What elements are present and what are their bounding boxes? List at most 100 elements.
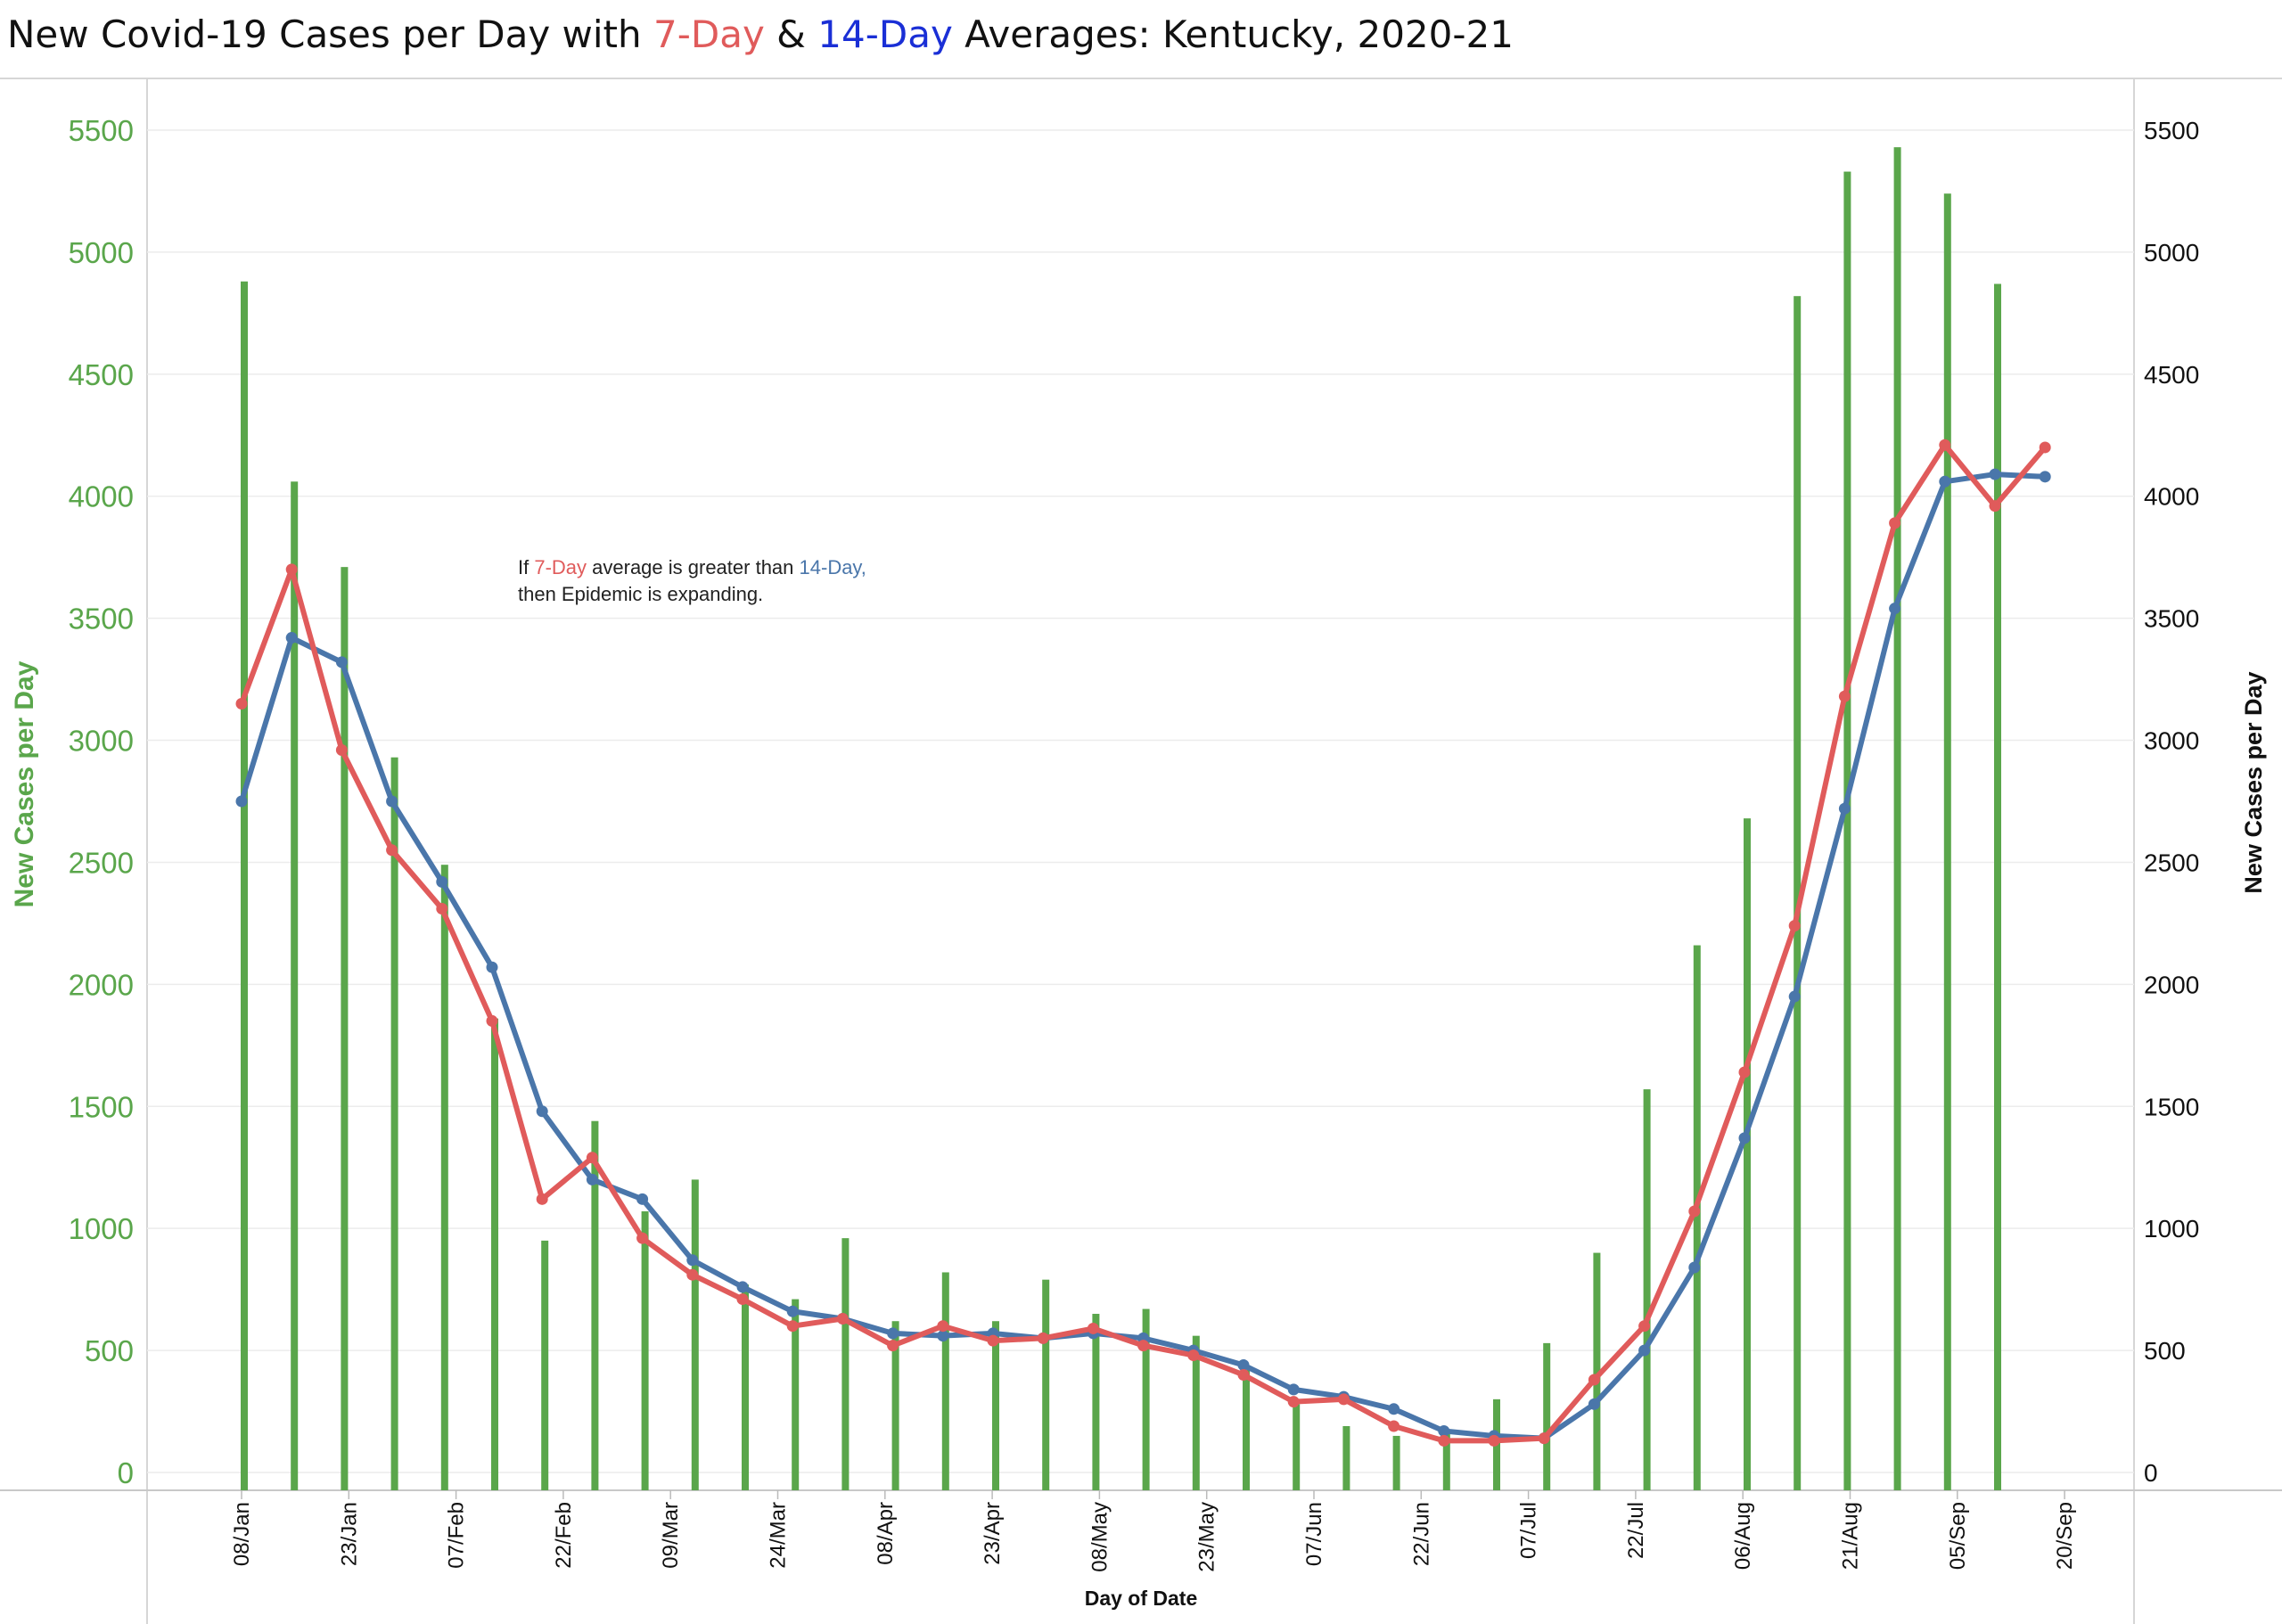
- bar: [792, 1299, 800, 1490]
- bar: [1744, 818, 1751, 1490]
- bar: [1794, 296, 1802, 1491]
- right-tick-label: 4500: [2144, 361, 2199, 389]
- left-tick-label: 3000: [69, 725, 134, 758]
- title-fourteen-day: 14-Day: [817, 12, 953, 56]
- seven-day-point: [1488, 1434, 1500, 1447]
- bar: [390, 757, 398, 1490]
- right-axis-title: New Cases per Day: [2240, 671, 2267, 893]
- seven-day-point: [1889, 517, 1901, 529]
- annotation-line-2: then Epidemic is expanding.: [518, 583, 763, 605]
- bar: [941, 1272, 949, 1490]
- left-tick-label: 0: [118, 1456, 134, 1489]
- seven-day-point: [686, 1268, 699, 1281]
- bar: [1442, 1431, 1450, 1490]
- bar: [1543, 1342, 1551, 1490]
- seven-day-point: [1037, 1332, 1049, 1344]
- left-tick-label: 1500: [69, 1090, 134, 1123]
- x-tick-label: 05/Sep: [1946, 1502, 1970, 1570]
- bar: [1092, 1314, 1100, 1490]
- bar: [541, 1240, 549, 1490]
- fourteen-day-point: [887, 1327, 899, 1340]
- fourteen-day-point: [1788, 990, 1801, 1003]
- bar: [1293, 1404, 1301, 1490]
- bar: [841, 1238, 850, 1490]
- seven-day-point: [586, 1152, 598, 1164]
- x-tick-label: 08/Apr: [874, 1502, 898, 1565]
- seven-day-point: [1187, 1349, 1200, 1362]
- seven-day-point: [1287, 1396, 1300, 1408]
- seven-day-point: [235, 697, 248, 709]
- right-tick-label: 3500: [2144, 605, 2199, 633]
- seven-day-point: [1588, 1374, 1600, 1386]
- fourteen-day-point: [1688, 1261, 1701, 1274]
- right-tick-label: 2000: [2144, 971, 2199, 998]
- x-tick-label: 23/May: [1195, 1502, 1219, 1572]
- left-tick-label: 4500: [69, 358, 134, 391]
- seven-day-point: [536, 1193, 548, 1205]
- x-tick-label: 22/Jul: [1624, 1502, 1648, 1559]
- x-tick-label: 07/Jul: [1517, 1502, 1541, 1559]
- bar: [1042, 1279, 1050, 1490]
- left-tick-label: 3500: [69, 603, 134, 636]
- fourteen-day-point: [1287, 1383, 1300, 1396]
- fourteen-day-point: [636, 1193, 649, 1205]
- seven-day-point: [1538, 1432, 1550, 1445]
- bar: [1243, 1369, 1250, 1490]
- fourteen-day-point: [586, 1173, 598, 1185]
- title-amp: &: [764, 12, 818, 56]
- left-tick-label: 5500: [69, 114, 134, 147]
- fourteen-day-point: [1889, 603, 1901, 615]
- title-seven-day: 7-Day: [653, 12, 765, 56]
- annotation-line-1: If 7-Day average is greater than 14-Day,: [518, 556, 866, 578]
- title-part1: New Covid-19 Cases per Day with: [7, 12, 653, 56]
- fourteen-day-point: [1638, 1344, 1651, 1357]
- line-series: [235, 439, 2051, 1447]
- seven-day-point: [1237, 1368, 1250, 1381]
- right-tick-label: 0: [2144, 1459, 2158, 1487]
- seven-day-point: [1638, 1320, 1651, 1333]
- right-tick-label: 2500: [2144, 849, 2199, 876]
- seven-day-point: [1438, 1434, 1450, 1447]
- x-tick-label: 22/Feb: [552, 1502, 576, 1569]
- seven-day-point: [1137, 1340, 1150, 1352]
- x-tick-label: 20/Sep: [2053, 1502, 2077, 1570]
- bar: [1643, 1089, 1651, 1490]
- bar: [591, 1120, 599, 1490]
- right-axis-ticks: 0 500 1000 1500 2000 2500 3000 3500 4000 4500 5000…: [2144, 117, 2199, 1487]
- seven-day-point: [335, 743, 348, 756]
- left-tick-label: 500: [85, 1334, 134, 1367]
- seven-day-point: [436, 902, 448, 915]
- bar: [1142, 1308, 1150, 1490]
- right-tick-label: 5500: [2144, 117, 2199, 144]
- bar: [691, 1179, 699, 1490]
- x-tick-label: 24/Mar: [767, 1502, 791, 1569]
- fourteen-day-point: [786, 1305, 799, 1317]
- fourteen-day-point: [2039, 471, 2051, 483]
- fourteen-day-point: [1588, 1398, 1600, 1410]
- left-tick-label: 5000: [69, 236, 134, 269]
- left-tick-label: 2500: [69, 846, 134, 879]
- fourteen-day-point: [335, 656, 348, 668]
- bar: [1994, 283, 2001, 1490]
- seven-day-point: [937, 1320, 949, 1333]
- seven-day-point: [736, 1293, 749, 1306]
- seven-day-point: [386, 844, 398, 857]
- fourteen-day-point: [436, 875, 448, 888]
- seven-day-point: [636, 1232, 649, 1244]
- fourteen-day-point: [937, 1330, 949, 1342]
- left-tick-label: 2000: [69, 968, 134, 1001]
- seven-day-point: [1087, 1322, 1099, 1334]
- bar: [241, 281, 248, 1490]
- x-tick-label: 08/May: [1088, 1502, 1112, 1572]
- bar: [641, 1211, 649, 1490]
- fourteen-day-point: [1738, 1132, 1751, 1144]
- annot-seven-day: 7-Day: [534, 556, 587, 578]
- bar: [1342, 1425, 1350, 1490]
- x-axis-ticks: 08/Jan 23/Jan 07/Feb 22/Feb 09/Mar 24/Mar 08/A…: [230, 1490, 2077, 1572]
- seven-day-point: [1788, 920, 1801, 932]
- fourteen-day-point: [1838, 802, 1851, 815]
- fourteen-day-point: [686, 1254, 699, 1267]
- bar: [491, 1018, 498, 1490]
- fourteen-day-point: [486, 961, 498, 973]
- x-tick-label: 09/Mar: [659, 1502, 683, 1569]
